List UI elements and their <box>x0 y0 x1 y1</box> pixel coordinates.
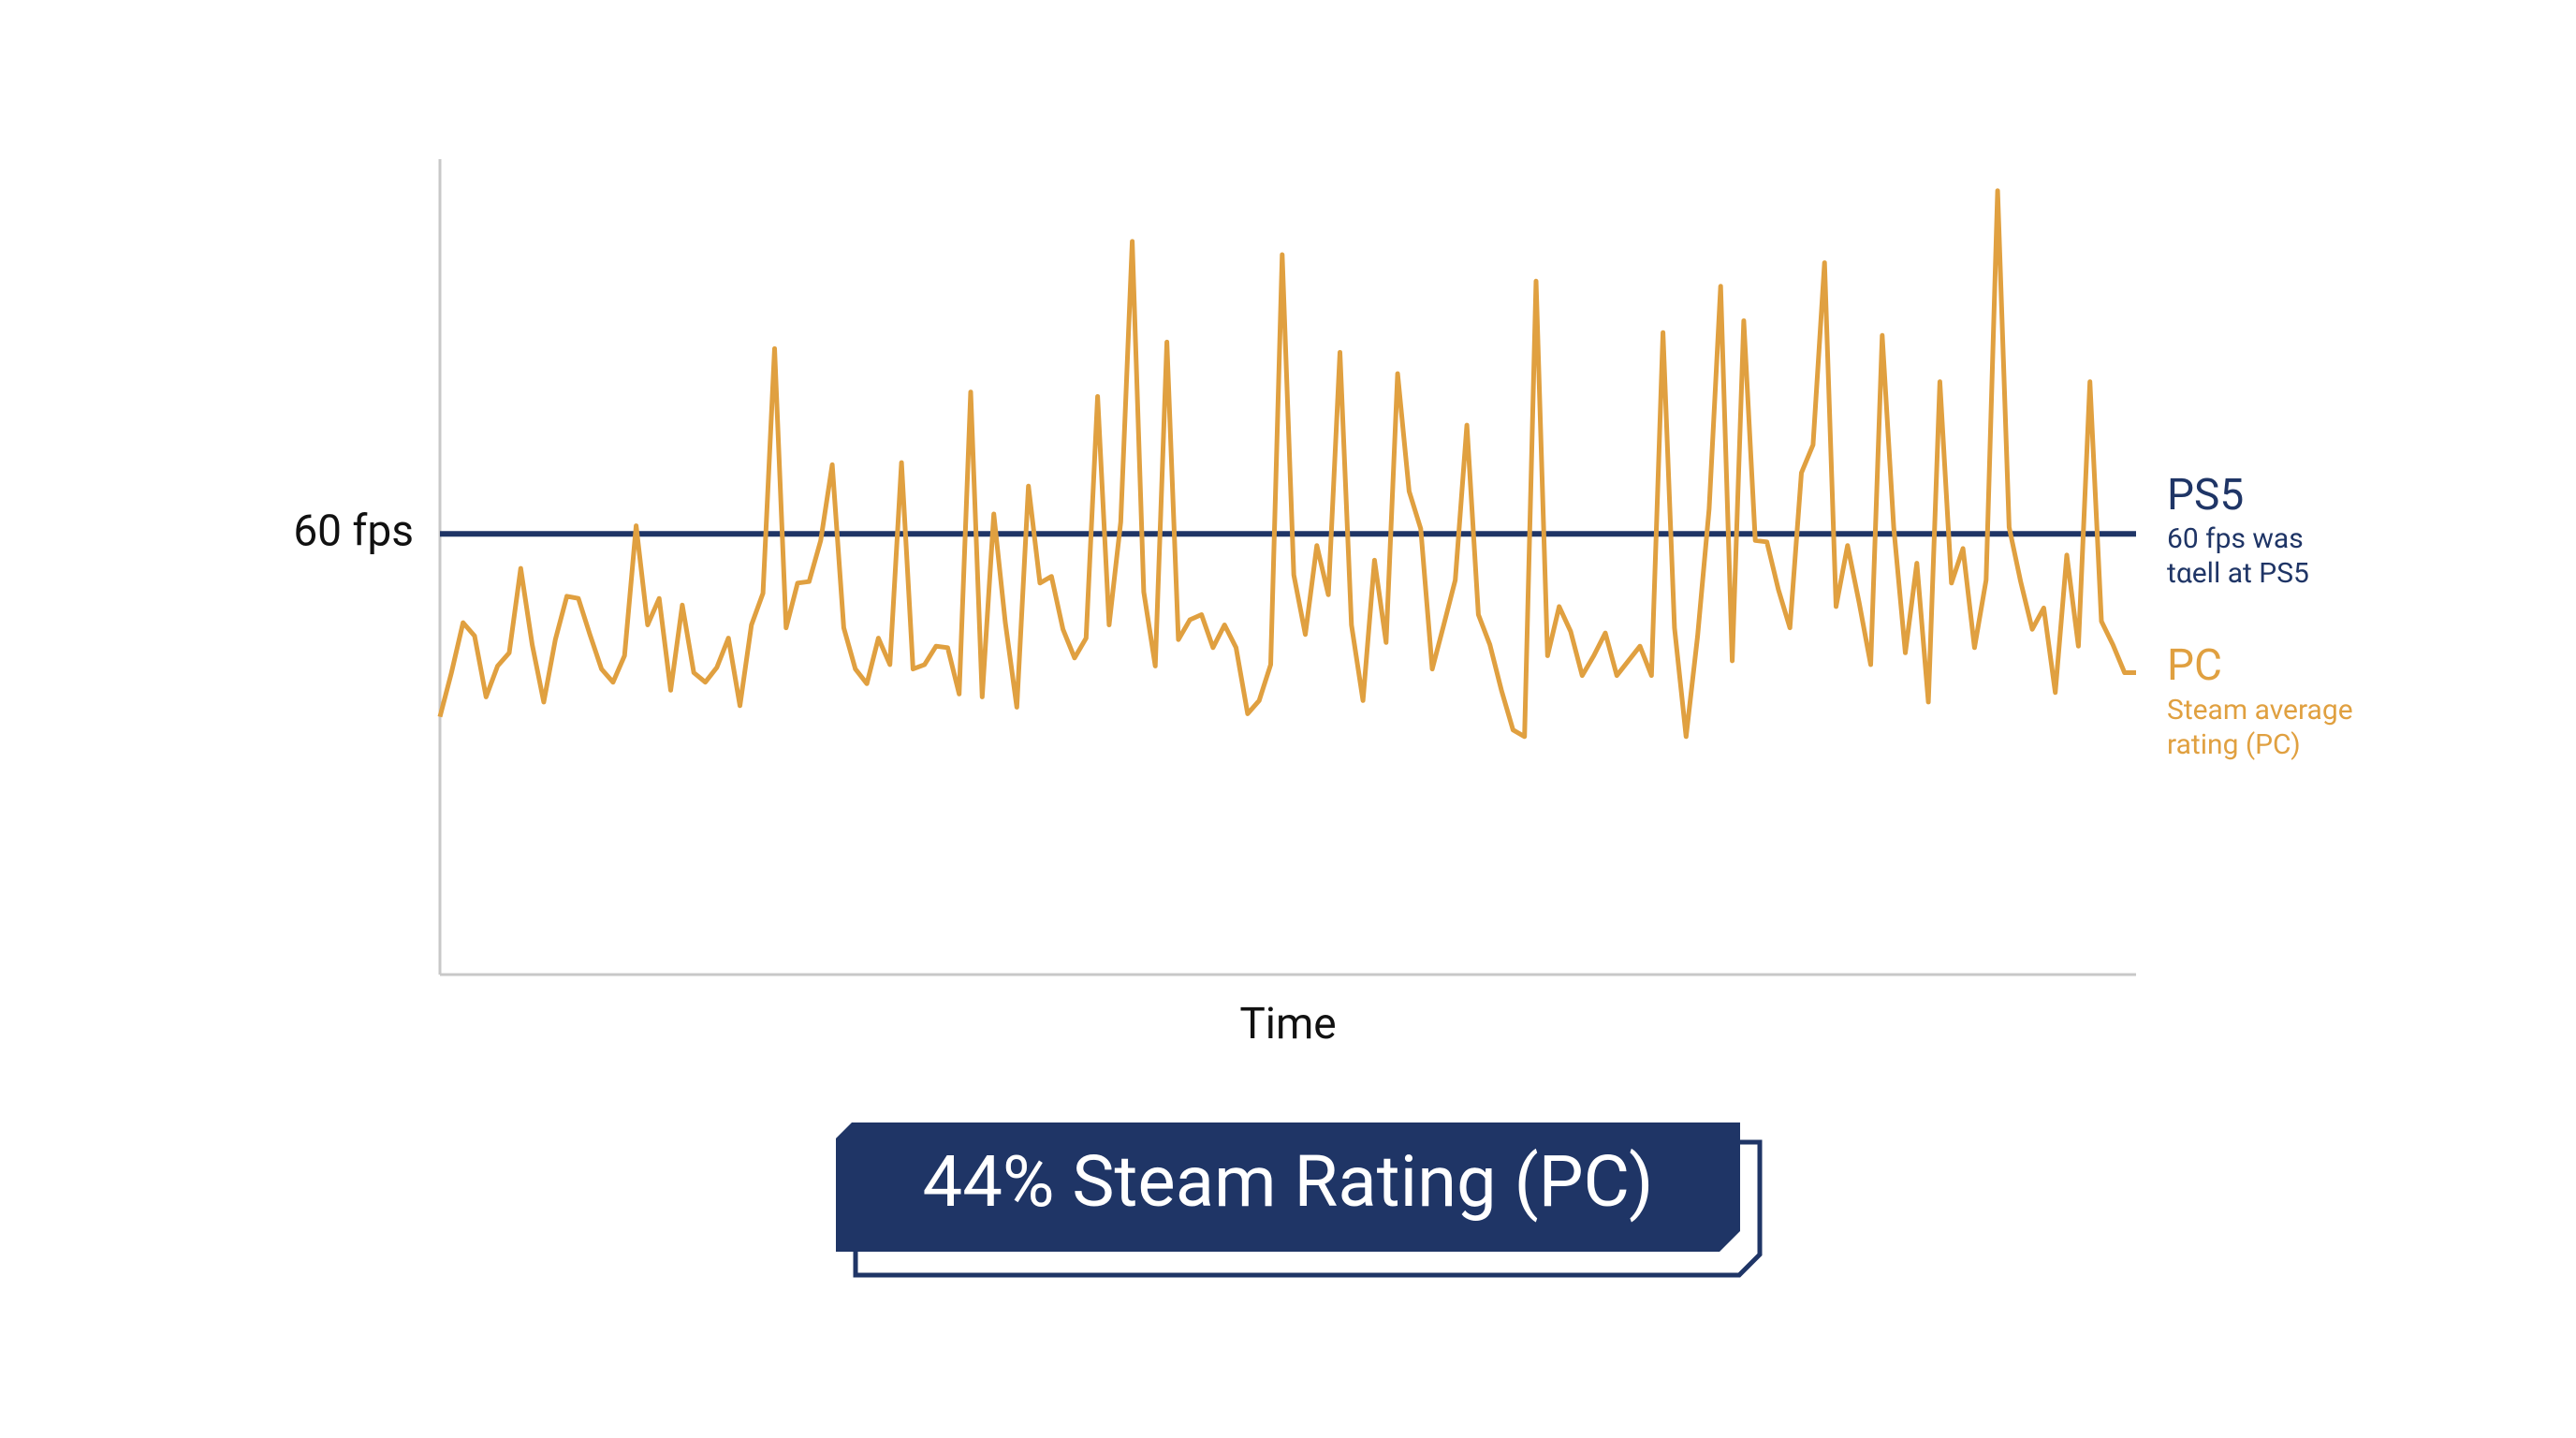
legend-description: rating (PC) <box>2167 728 2301 761</box>
banner: 44% Steam Rating (PC) <box>836 1123 1763 1278</box>
banner-box <box>836 1123 1740 1252</box>
legend-description: Steam average <box>2167 694 2353 726</box>
banner-text: 44% Steam Rating (PC) <box>922 1139 1653 1224</box>
legend-description: tαell at PS5 <box>2167 557 2309 590</box>
x-axis-label: Time <box>1239 999 1336 1049</box>
legend-label: PS5 <box>2167 470 2244 521</box>
legend-label: PC <box>2167 640 2222 691</box>
y-tick-label: 60 fps <box>293 506 414 556</box>
series-line <box>437 188 2136 740</box>
legend-description: 60 fps was <box>2167 522 2304 555</box>
